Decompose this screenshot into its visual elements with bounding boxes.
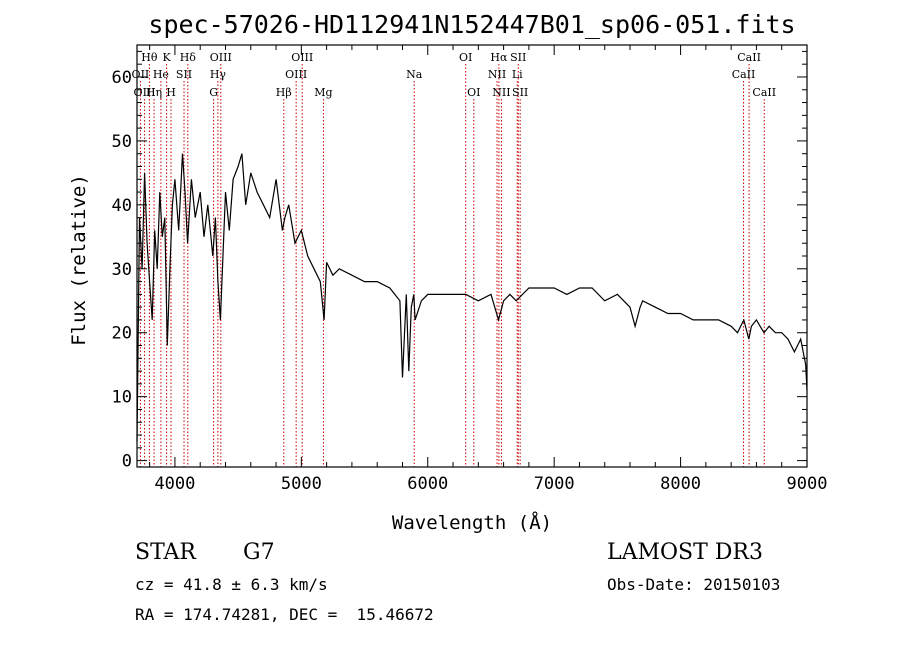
subclass: G7 — [243, 540, 275, 565]
x-tick-label: 8000 — [660, 474, 701, 494]
marker-label: OIII — [210, 51, 232, 64]
marker-label: H — [166, 86, 176, 99]
redshift-cz: cz = 41.8 ± 6.3 km/s — [135, 575, 328, 594]
marker-label: OI — [467, 86, 480, 99]
marker-label: K — [162, 51, 171, 64]
x-tick-label: 4000 — [154, 474, 195, 494]
x-axis-label: Wavelength (Å) — [392, 511, 552, 534]
y-axis-label: Flux (relative) — [68, 174, 90, 346]
marker-label: OII — [132, 68, 150, 81]
marker-label: Hη — [146, 86, 162, 99]
marker-label: NII — [488, 68, 506, 81]
marker-label: Hθ — [141, 51, 158, 64]
y-tick-label: 10 — [112, 388, 132, 408]
marker-label: CaII — [732, 68, 756, 81]
marker-label: Hα — [490, 51, 508, 64]
x-tick-label: 5000 — [281, 474, 322, 494]
coordinates: RA = 174.74281, DEC = 15.46672 — [135, 605, 434, 624]
marker-label: Na — [406, 68, 423, 81]
marker-label: CaII — [752, 86, 776, 99]
marker-label: SII — [176, 68, 192, 81]
y-tick-label: 50 — [112, 132, 132, 152]
marker-label: SII — [512, 86, 528, 99]
marker-label: He — [153, 68, 169, 81]
x-tick-label: 9000 — [787, 474, 828, 494]
x-tick-label: 7000 — [534, 474, 575, 494]
marker-label: G — [209, 86, 218, 99]
plot-frame — [136, 44, 808, 468]
spectrum-line — [136, 153, 808, 442]
y-tick-label: 40 — [112, 196, 132, 216]
y-axis: 0 10 20 30 40 50 60 — [112, 50, 807, 472]
obs-date: Obs-Date: 20150103 — [607, 575, 781, 594]
y-tick-label: 0 — [122, 452, 132, 472]
marker-label: OI — [459, 51, 472, 64]
spectrum-series — [136, 153, 808, 442]
marker-label: Hδ — [180, 51, 197, 64]
marker-label: Hγ — [210, 68, 227, 81]
marker-label: Hβ — [276, 86, 292, 99]
marker-label: OIII — [291, 51, 313, 64]
marker-label: Mg — [314, 86, 332, 99]
x-axis: 4000 5000 6000 7000 8000 9000 — [149, 45, 828, 494]
object-type: STAR — [135, 540, 196, 565]
y-tick-label: 60 — [112, 68, 132, 88]
y-tick-label: 30 — [112, 260, 132, 280]
marker-label: OIII — [134, 86, 156, 99]
marker-label: Li — [512, 68, 523, 81]
marker-label: NII — [492, 86, 510, 99]
marker-label: SII — [510, 51, 526, 64]
y-tick-label: 20 — [112, 324, 132, 344]
survey-name: LAMOST DR3 — [607, 540, 763, 565]
chart-title: spec-57026-HD112941N152447B01_sp06-051.f… — [148, 10, 795, 39]
marker-label: CaII — [737, 51, 761, 64]
marker-label: OIII — [285, 68, 307, 81]
x-tick-label: 6000 — [407, 474, 448, 494]
